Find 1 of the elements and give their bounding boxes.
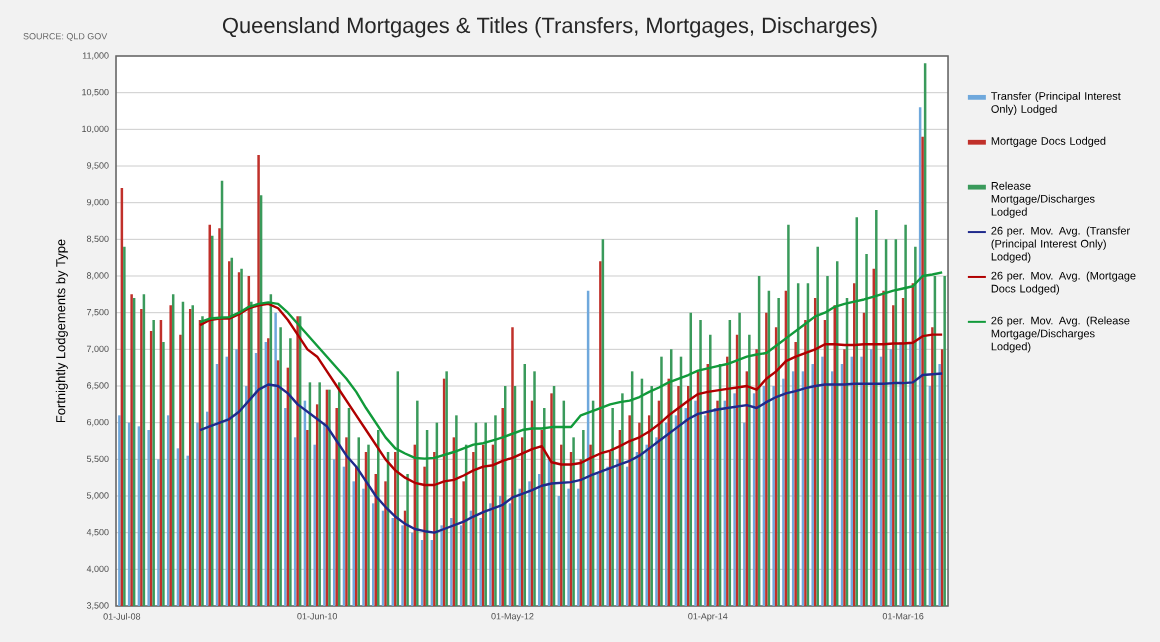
chart-title: Queensland Mortgages & Titles (Transfers, Mortgages, Discharges) (222, 17, 877, 38)
